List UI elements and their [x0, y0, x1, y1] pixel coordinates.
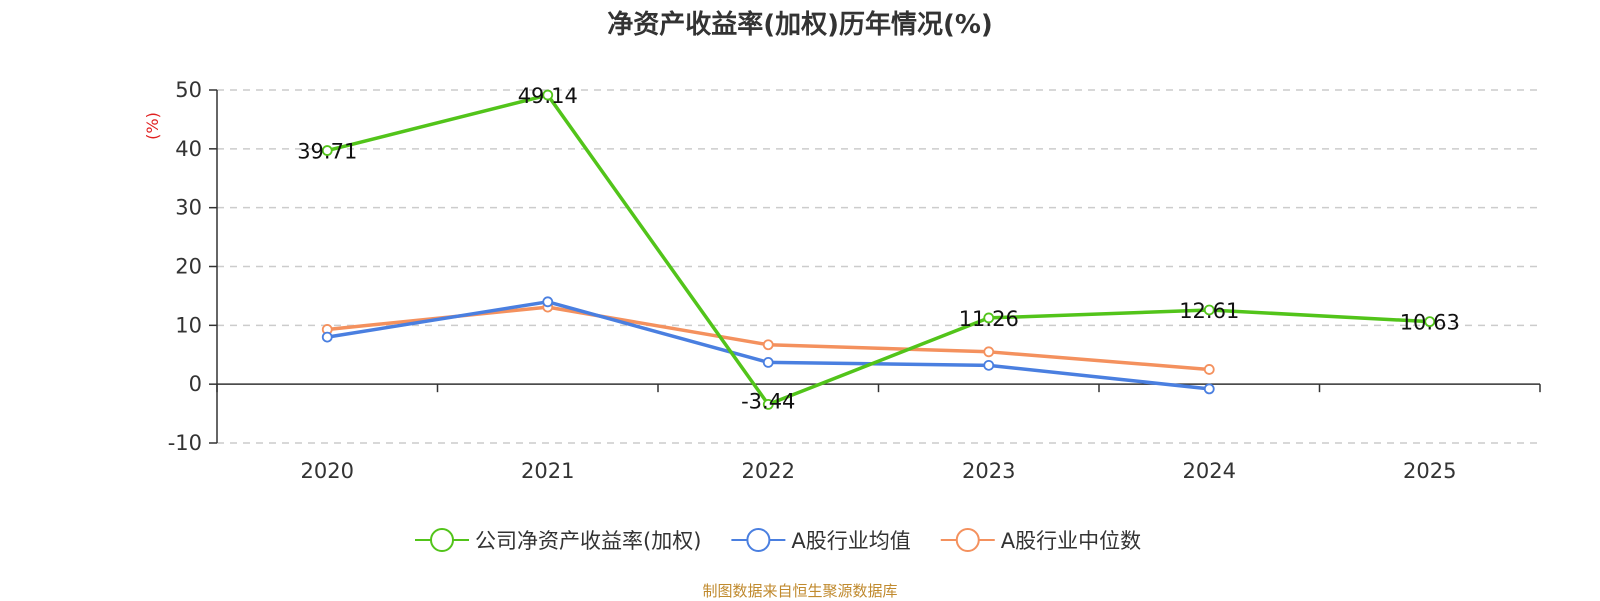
legend-item[interactable]: A股行业中位数	[940, 528, 1141, 553]
data-label: -3.44	[741, 389, 795, 413]
x-tick-label: 2023	[962, 459, 1015, 483]
data-point	[1203, 364, 1215, 375]
data-point	[1203, 304, 1215, 316]
data-label: 10.63	[1400, 311, 1460, 335]
data-label: 39.71	[297, 140, 357, 164]
legend-item[interactable]: 公司净资产收益率(加权)	[415, 528, 701, 553]
data-point	[542, 89, 554, 101]
data-point	[983, 312, 995, 324]
data-point	[1424, 316, 1436, 328]
legend-marker-icon	[430, 528, 454, 552]
chart-title: 净资产收益率(加权)历年情况(%)	[607, 10, 993, 40]
y-tick-label: 50	[175, 78, 202, 102]
x-tick-label: 2022	[742, 459, 795, 483]
axes: 50 40 30 20 10 0 -10 2020 2021 2022 2023 2024 2025	[168, 78, 1541, 483]
y-tick-label: 20	[175, 255, 202, 279]
legend-marker-icon	[746, 528, 771, 552]
data-point	[321, 145, 333, 156]
y-tick-label: 0	[189, 372, 202, 396]
data-label: 11.26	[959, 307, 1019, 331]
series-line-company	[326, 93, 1430, 407]
series-lines	[326, 93, 1430, 407]
data-points	[321, 89, 1436, 410]
data-point	[762, 339, 774, 351]
data-label: 12.61	[1179, 299, 1239, 323]
legend-item[interactable]: A股行业均值	[731, 528, 911, 553]
data-label: 49.14	[518, 84, 578, 108]
data-labels: 39.71 49.14 -3.44 11.26 12.61 10.63	[297, 84, 1460, 413]
data-point	[983, 359, 995, 371]
x-tick-label: 2025	[1403, 459, 1456, 483]
legend-label: A股行业中位数	[1001, 529, 1141, 553]
legend-label: A股行业均值	[791, 529, 910, 553]
data-point	[542, 296, 554, 308]
y-tick-label: -10	[168, 431, 202, 455]
x-tick-label: 2021	[521, 459, 574, 483]
y-tick-label: 40	[175, 137, 202, 161]
y-tick-label: 30	[175, 196, 202, 220]
source-note: 制图数据来自恒生聚源数据库	[702, 582, 898, 600]
data-point	[762, 399, 774, 410]
legend-label: 公司净资产收益率(加权)	[475, 529, 701, 553]
y-tick-label: 10	[175, 313, 202, 337]
legend-marker-icon	[955, 528, 980, 552]
data-point	[983, 346, 995, 358]
data-point	[1203, 383, 1215, 395]
legend: 公司净资产收益率(加权) A股行业均值 A股行业中位数	[415, 528, 1141, 553]
x-tick-label: 2024	[1183, 459, 1236, 483]
data-point	[321, 331, 333, 343]
data-point	[762, 356, 774, 368]
x-tick-label: 2020	[301, 459, 354, 483]
y-axis-label: (%)	[143, 112, 162, 140]
